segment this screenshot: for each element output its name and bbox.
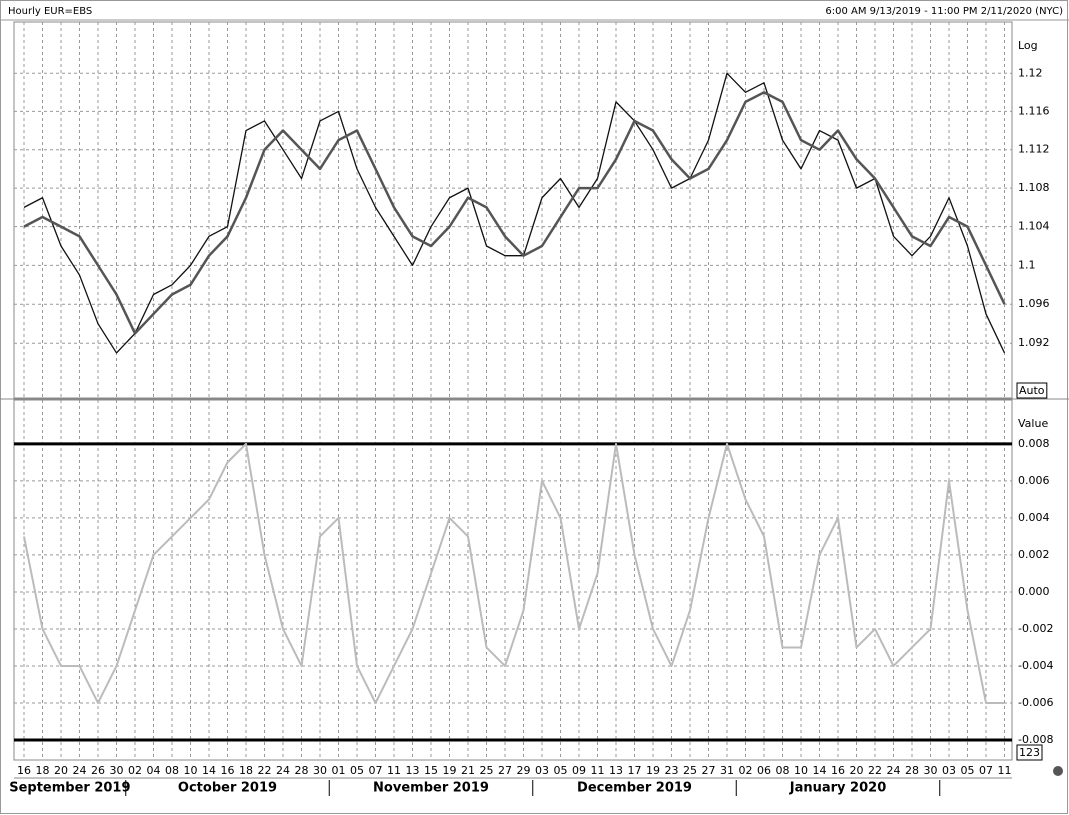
y-tick-label: 0.004 [1018,511,1050,524]
x-tick-label: 14 [202,764,216,777]
y-tick-label: -0.008 [1018,733,1053,746]
x-tick-label: 30 [313,764,327,777]
y-tick-label: 0.002 [1018,548,1050,561]
mode-label: 123 [1019,746,1040,759]
month-label: December 2019 [577,781,692,796]
x-tick-label: 18 [239,764,253,777]
x-tick-label: 23 [665,764,679,777]
y-tick-label: 1.12 [1018,66,1043,79]
x-tick-label: 20 [850,764,864,777]
x-tick-label: 10 [794,764,808,777]
chart-title: Hourly EUR=EBS [8,6,92,17]
mode-box [1016,382,1048,399]
x-tick-label: 28 [295,764,309,777]
x-tick-label: 17 [628,764,642,777]
x-tick-label: 13 [609,764,623,777]
y-tick-label: -0.006 [1018,696,1053,709]
x-tick-label: 29 [517,764,531,777]
x-tick-label: 02 [739,764,753,777]
x-tick-label: 08 [165,764,179,777]
y-tick-label: 1.112 [1018,143,1050,156]
x-tick-label: 22 [258,764,272,777]
x-tick-label: 20 [54,764,68,777]
x-tick-label: 11 [998,764,1012,777]
x-tick-label: 16 [221,764,235,777]
y-tick-label: 0.000 [1018,585,1050,598]
x-tick-label: 26 [91,764,105,777]
x-tick-label: 24 [276,764,290,777]
x-tick-label: 30 [924,764,938,777]
oscillator-panel [13,399,1013,761]
x-tick-label: 08 [776,764,790,777]
x-tick-label: 03 [535,764,549,777]
x-tick-label: 19 [646,764,660,777]
month-label: October 2019 [178,781,277,796]
x-tick-label: 21 [461,764,475,777]
series-line [23,72,1006,354]
y-tick-label: -0.004 [1018,659,1053,672]
scale-label: Value [1018,417,1048,430]
x-tick-label: 09 [572,764,586,777]
y-tick-label: 1.092 [1018,336,1050,349]
x-tick-label: 15 [424,764,438,777]
scroll-dot [1053,766,1063,776]
y-tick-label: 1.116 [1018,104,1050,117]
price-panel [13,21,1013,399]
x-tick-label: 02 [128,764,142,777]
x-tick-label: 27 [702,764,716,777]
x-tick-label: 18 [36,764,50,777]
x-tick-label: 27 [498,764,512,777]
x-tick-label: 25 [683,764,697,777]
x-tick-label: 11 [387,764,401,777]
date-range: 6:00 AM 9/13/2019 - 11:00 PM 2/11/2020 (… [825,6,1063,17]
y-tick-label: 1.1 [1018,258,1036,271]
x-tick-label: 05 [554,764,568,777]
x-tick-label: 14 [813,764,827,777]
mode-label: Auto [1019,384,1045,397]
y-tick-label: -0.002 [1018,622,1053,635]
x-tick-label: 07 [979,764,993,777]
x-tick-label: 16 [17,764,31,777]
month-label: January 2020 [789,781,886,796]
x-tick-label: 30 [110,764,124,777]
y-tick-label: 1.096 [1018,297,1050,310]
y-tick-label: 1.104 [1018,220,1050,233]
month-label: September 2019 [9,781,130,796]
x-tick-label: 16 [831,764,845,777]
x-tick-label: 04 [147,764,161,777]
series-line [23,442,1005,704]
mode-box [1016,744,1043,761]
y-tick-label: 1.108 [1018,181,1050,194]
x-tick-label: 28 [905,764,919,777]
x-tick-label: 11 [591,764,605,777]
month-label: November 2019 [373,781,489,796]
x-tick-label: 19 [443,764,457,777]
x-tick-label: 01 [332,764,346,777]
x-tick-label: 10 [184,764,198,777]
x-tick-label: 25 [480,764,494,777]
x-tick-label: 31 [720,764,734,777]
x-tick-label: 05 [961,764,975,777]
x-tick-label: 24 [73,764,87,777]
series-line [23,91,1006,335]
x-tick-label: 03 [942,764,956,777]
x-tick-label: 22 [868,764,882,777]
x-tick-label: 06 [757,764,771,777]
x-tick-label: 07 [369,764,383,777]
x-tick-label: 24 [887,764,901,777]
x-tick-label: 13 [406,764,420,777]
scale-label: Log [1018,39,1038,52]
y-tick-label: 0.006 [1018,474,1050,487]
x-tick-label: 05 [350,764,364,777]
y-tick-label: 0.008 [1018,437,1050,450]
